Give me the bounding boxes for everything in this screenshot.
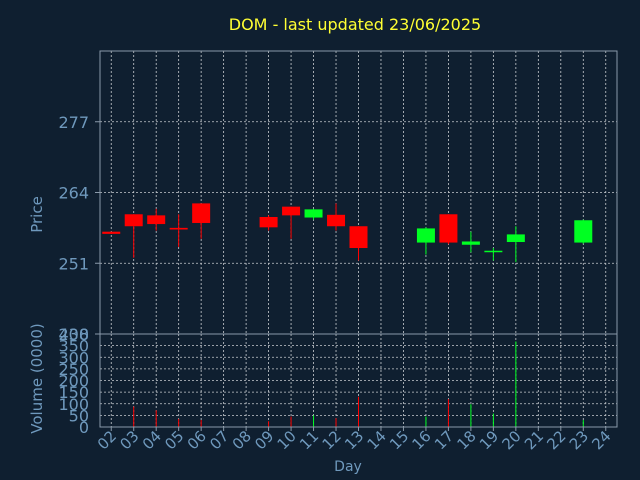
price-tick-label: 238: [58, 325, 89, 344]
price-tick-label: 277: [58, 113, 89, 132]
candle-body: [349, 226, 368, 249]
price-tick-label: 264: [58, 184, 89, 203]
price-tick-label: 251: [58, 254, 89, 273]
volume-axis-label: Volume (0000): [28, 323, 46, 433]
candle-body: [192, 203, 211, 223]
candle-body: [327, 214, 346, 227]
candle-body: [439, 214, 458, 243]
volume-tick-label: 100: [58, 395, 89, 414]
volume-tick-label: 50: [69, 406, 89, 425]
candle-body: [169, 227, 188, 230]
price-axis-label: Price: [28, 196, 46, 233]
candle-body: [461, 241, 480, 245]
candle-body: [416, 228, 435, 243]
x-axis: 0203040506070809101112131415161718192021…: [94, 427, 615, 453]
candle-body: [124, 214, 143, 227]
volume-tick-label: 400: [58, 325, 89, 344]
candle-body: [574, 220, 593, 243]
volume-tick-label: 0: [79, 418, 89, 437]
volume-tick-label: 350: [58, 337, 89, 356]
candle-body: [259, 216, 278, 228]
volume-tick-label: 300: [58, 348, 89, 367]
candle-body: [147, 215, 166, 225]
volume-tick-label: 150: [58, 383, 89, 402]
candle-body: [282, 206, 301, 216]
price-panel: 238 251 264 277: [58, 50, 618, 344]
x-axis-label: Day: [334, 459, 362, 475]
chart-title: DOM - last updated 23/06/2025: [229, 15, 481, 34]
candle-body: [506, 234, 525, 243]
volume-tick-label: 200: [58, 372, 89, 391]
candle-body: [484, 250, 503, 253]
volume-tick-label: 250: [58, 360, 89, 379]
candle-body: [102, 231, 121, 234]
candle-body: [304, 209, 323, 218]
